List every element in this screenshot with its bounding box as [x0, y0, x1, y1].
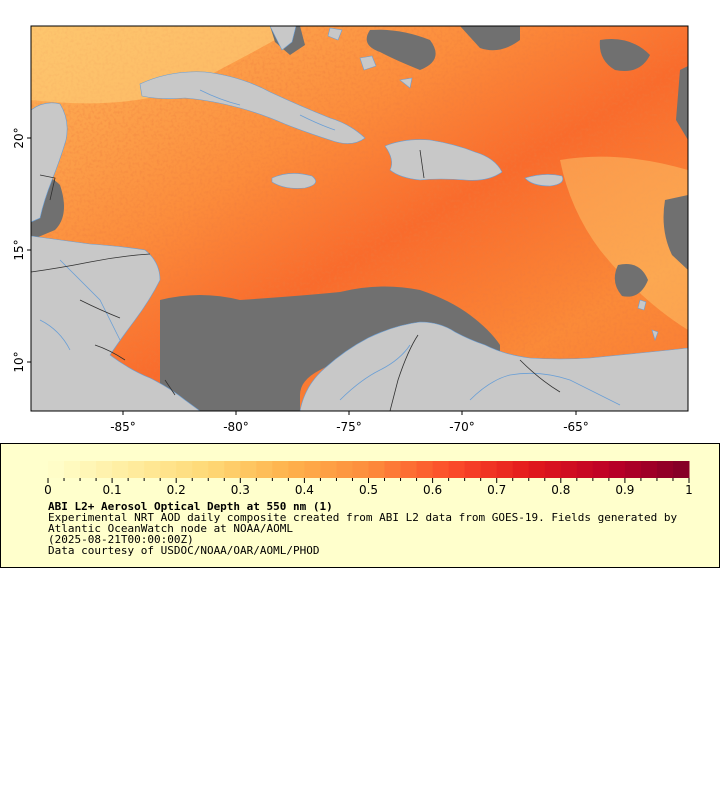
colorbar-label: 0.1 [103, 483, 122, 497]
colorbar-bin [481, 461, 498, 478]
colorbar-bin [593, 461, 610, 478]
colorbar-bin [465, 461, 482, 478]
colorbar-bin [80, 461, 97, 478]
colorbar-bin [272, 461, 289, 478]
colorbar-bin [256, 461, 273, 478]
legend-credit: Data courtesy of USDOC/NOAA/OAR/AOML/PHO… [48, 545, 688, 556]
colorbar-bin [240, 461, 257, 478]
colorbar: 0 0.1 0.2 0.3 0.4 0.5 0.6 0.7 0.8 0.9 1 [1, 444, 719, 500]
colorbar-bin [369, 461, 386, 478]
lon-tick-label: -65° [563, 420, 589, 434]
colorbar-bin [160, 461, 177, 478]
colorbar-bin [224, 461, 241, 478]
lat-tick-label: 10° [12, 351, 26, 372]
colorbar-label: 0 [44, 483, 52, 497]
colorbar-bin [577, 461, 594, 478]
lon-tick-label: -85° [110, 420, 136, 434]
colorbar-bin [144, 461, 161, 478]
lat-tick-label: 15° [12, 239, 26, 260]
colorbar-bin [513, 461, 530, 478]
legend-panel: 0 0.1 0.2 0.3 0.4 0.5 0.6 0.7 0.8 0.9 1 ABI L2+ Ae… [0, 443, 720, 568]
legend-text: ABI L2+ Aerosol Optical Depth at 550 nm … [48, 501, 688, 556]
colorbar-bin [609, 461, 626, 478]
lon-tick-label: -70° [449, 420, 475, 434]
colorbar-bin [449, 461, 466, 478]
colorbar-label: 0.9 [615, 483, 634, 497]
colorbar-label: 1 [685, 483, 693, 497]
colorbar-bin [352, 461, 369, 478]
colorbar-label: 0.5 [359, 483, 378, 497]
legend-description: Experimental NRT AOD daily composite cre… [48, 512, 688, 534]
colorbar-bin [336, 461, 353, 478]
colorbar-bin [657, 461, 674, 478]
colorbar-bin [625, 461, 642, 478]
colorbar-label: 0.8 [551, 483, 570, 497]
colorbar-label: 0.6 [423, 483, 442, 497]
colorbar-bin [641, 461, 658, 478]
colorbar-label: 0.2 [167, 483, 186, 497]
aod-map: -85° -80° -75° -70° -65° 20° 15° 10° [0, 0, 720, 440]
colorbar-bin [529, 461, 546, 478]
colorbar-bin [401, 461, 418, 478]
colorbar-bin [96, 461, 113, 478]
colorbar-bin [288, 461, 305, 478]
colorbar-bin [320, 461, 337, 478]
colorbar-label: 0.7 [487, 483, 506, 497]
colorbar-bin [48, 461, 65, 478]
colorbar-label: 0.4 [295, 483, 314, 497]
colorbar-label: 0.3 [231, 483, 250, 497]
colorbar-bin [176, 461, 193, 478]
lat-tick-label: 20° [12, 127, 26, 148]
colorbar-bin [112, 461, 129, 478]
colorbar-bin [192, 461, 209, 478]
map-panel: -85° -80° -75° -70° -65° 20° 15° 10° [0, 0, 720, 440]
colorbar-bin [561, 461, 578, 478]
colorbar-labels: 0 0.1 0.2 0.3 0.4 0.5 0.6 0.7 0.8 0.9 1 [44, 483, 693, 497]
colorbar-bin [433, 461, 450, 478]
lat-axis [27, 138, 31, 362]
colorbar-bin [128, 461, 145, 478]
colorbar-bins [48, 461, 689, 478]
colorbar-bin [417, 461, 434, 478]
colorbar-bin [673, 461, 690, 478]
lon-tick-label: -80° [223, 420, 249, 434]
lon-tick-label: -75° [336, 420, 362, 434]
colorbar-bin [497, 461, 514, 478]
colorbar-bin [304, 461, 321, 478]
colorbar-bin [208, 461, 225, 478]
lon-axis [123, 411, 576, 415]
colorbar-bin [385, 461, 402, 478]
colorbar-bin [545, 461, 562, 478]
colorbar-bin [64, 461, 81, 478]
